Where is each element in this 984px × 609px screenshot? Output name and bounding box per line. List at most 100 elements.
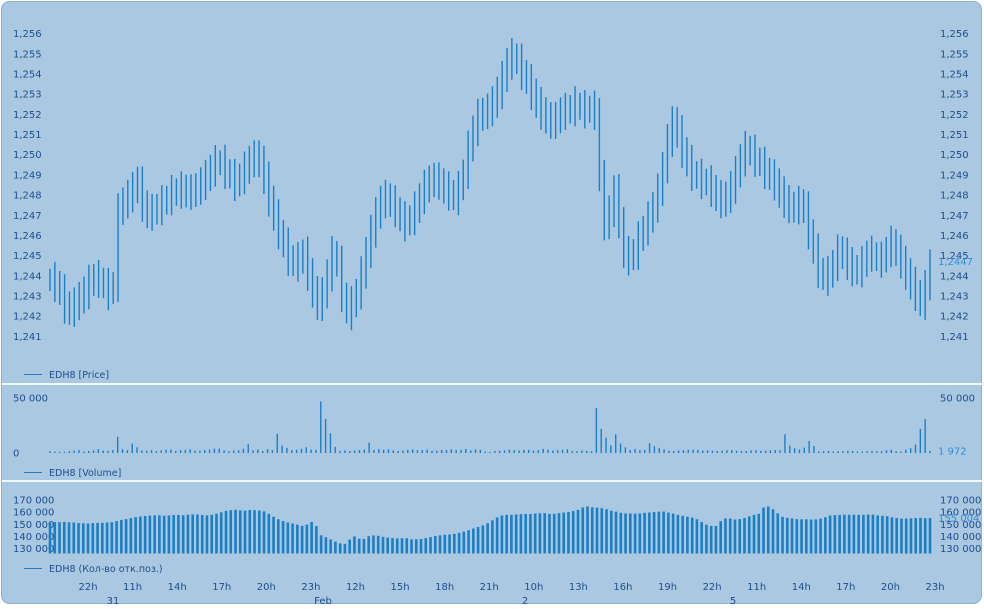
volume-bar: [242, 448, 245, 453]
volume-bar: [392, 450, 394, 453]
open-interest-bar: [143, 515, 147, 554]
volume-bar: [445, 450, 448, 453]
volume-bar: [750, 450, 752, 453]
volume-bar: [702, 450, 704, 453]
open-interest-bar: [262, 511, 266, 554]
volume-bar: [329, 433, 332, 453]
open-interest-bar: [510, 514, 513, 554]
volume-bar: [663, 449, 665, 453]
volume-bar: [687, 449, 689, 453]
volume-bar: [909, 448, 912, 453]
x-tick-label: 11h: [123, 582, 142, 593]
open-interest-bar: [91, 523, 95, 554]
volume-bar: [837, 451, 839, 453]
volume-bar: [170, 449, 172, 453]
volume-bar: [871, 450, 873, 453]
open-interest-bar: [96, 522, 99, 554]
volume-bar: [218, 448, 220, 453]
open-interest-bar: [900, 518, 903, 554]
volume-bar: [619, 443, 622, 453]
volume-bar: [204, 449, 206, 453]
volume-bar: [822, 451, 825, 453]
x-tick-label: 23h: [925, 582, 944, 593]
open-interest-bar: [728, 518, 732, 554]
open-interest-bar: [785, 517, 789, 554]
open-interest-bar: [115, 521, 118, 554]
volume-bar: [731, 450, 733, 453]
volume-bar: [252, 450, 254, 453]
open-interest-bar: [101, 522, 104, 554]
y-tick-label-right: 1,241: [940, 332, 969, 343]
open-interest-bar: [224, 510, 228, 554]
volume-bar: [764, 450, 767, 453]
open-interest-bar: [272, 516, 275, 554]
open-interest-bar: [923, 518, 927, 554]
open-interest-bar: [533, 513, 537, 554]
y-tick-label-right: 1,254: [940, 69, 969, 80]
open-interest-bar: [652, 512, 656, 554]
volume-bar: [78, 450, 80, 453]
y-tick-label-left: 130 000: [13, 544, 54, 555]
volume-bar: [769, 450, 772, 453]
open-interest-bar: [600, 508, 604, 554]
volume-bar: [624, 447, 627, 453]
y-tick-label-right: 1,249: [940, 170, 969, 181]
open-interest-bar: [904, 518, 908, 554]
volume-bar: [905, 449, 907, 453]
open-interest-bar: [538, 513, 542, 554]
open-interest-bar: [324, 537, 328, 554]
volume-bar: [735, 450, 738, 453]
open-interest-bar: [648, 512, 651, 554]
y-tick-label-right: 1,252: [940, 110, 969, 121]
open-interest-bar: [338, 543, 342, 554]
y-tick-label-right: 150 000: [940, 520, 981, 531]
volume-bar: [851, 451, 854, 453]
volume-bar: [813, 446, 815, 453]
volume-bar: [755, 450, 757, 453]
volume-bar: [711, 450, 714, 453]
volume-bar: [97, 449, 100, 453]
open-interest-bar: [548, 513, 551, 554]
volume-bar: [721, 450, 723, 453]
volume-bar: [692, 449, 694, 453]
volume-bar: [895, 451, 897, 453]
volume-bar: [344, 450, 346, 453]
y-tick-label-right: 1,242: [940, 312, 969, 323]
open-interest-bar: [814, 519, 818, 554]
open-interest-bar: [419, 538, 423, 554]
open-interest-bar: [81, 523, 85, 554]
y-tick-label-left: 1,243: [13, 292, 42, 303]
volume-bar: [271, 450, 274, 453]
y-tick-label-left: 1,244: [13, 271, 42, 282]
open-interest-bar: [500, 515, 504, 554]
open-interest-bar: [557, 513, 561, 554]
open-interest-bar: [177, 514, 180, 554]
open-interest-bar: [719, 521, 723, 554]
open-interest-bar: [633, 513, 637, 554]
volume-bar: [726, 450, 728, 453]
volume-bar: [121, 449, 124, 453]
volume-bar: [295, 449, 298, 453]
x-tick-label: 23h: [301, 582, 320, 593]
volume-bar: [677, 450, 680, 453]
volume-bar: [740, 451, 743, 453]
open-interest-bar: [129, 518, 133, 554]
open-interest-bar: [529, 514, 532, 554]
volume-bar: [484, 451, 486, 453]
open-interest-bar: [843, 514, 846, 554]
volume-bar: [706, 450, 709, 453]
y-tick-label-left: 1,254: [13, 69, 42, 80]
open-interest-bar: [414, 539, 418, 554]
open-interest-bar: [605, 509, 608, 554]
open-interest-bar: [862, 514, 865, 554]
open-interest-bar: [733, 519, 737, 554]
volume-bar: [668, 450, 670, 453]
volume-bar: [556, 450, 559, 453]
open-interest-bar: [234, 509, 237, 554]
open-interest-bar: [205, 515, 209, 554]
volume-bar: [861, 451, 864, 453]
open-interest-bar: [200, 514, 204, 554]
open-interest-bar: [286, 522, 290, 554]
open-interest-bar: [181, 515, 185, 554]
open-interest-bar: [148, 515, 152, 554]
